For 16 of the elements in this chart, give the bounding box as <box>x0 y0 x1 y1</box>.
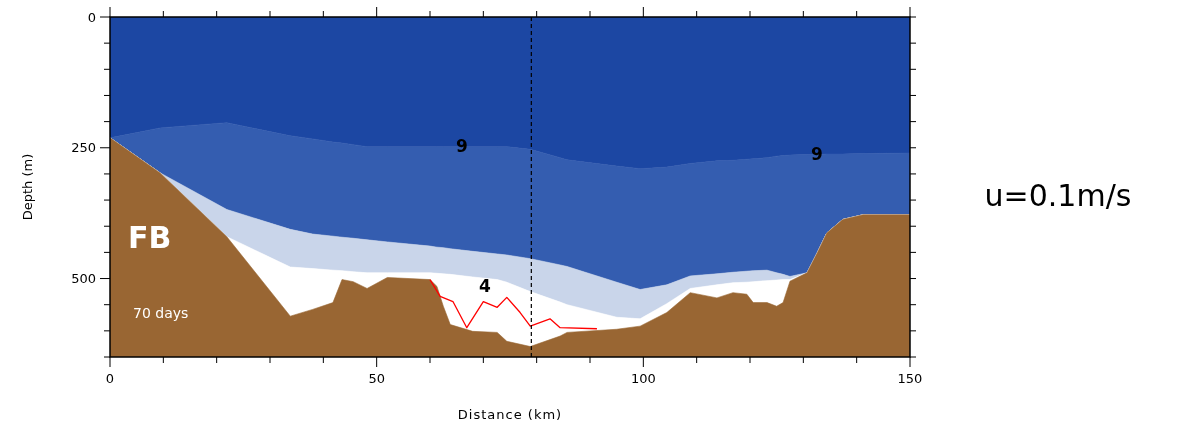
annotation: 70 days <box>133 305 189 321</box>
text: u=0.1m/s <box>984 178 1132 213</box>
x-tick-label: 50 <box>368 371 385 386</box>
x-axis-title: Distance (km) <box>457 407 563 422</box>
x-tick-label: 100 <box>630 371 656 386</box>
annotation: 9 <box>811 144 823 164</box>
annotation: 4 <box>479 276 492 296</box>
y-axis-title: Depth (m) <box>20 153 35 221</box>
annotation: FB <box>128 220 172 255</box>
line-series <box>429 278 598 330</box>
y-tick-label: 0 <box>87 9 96 25</box>
x-tick-label: 150 <box>897 371 923 386</box>
y-tick-label: 250 <box>71 140 96 156</box>
x-tick-label: 0 <box>105 371 115 386</box>
y-tick-label: 500 <box>71 271 96 287</box>
annotation: 9 <box>456 136 468 156</box>
